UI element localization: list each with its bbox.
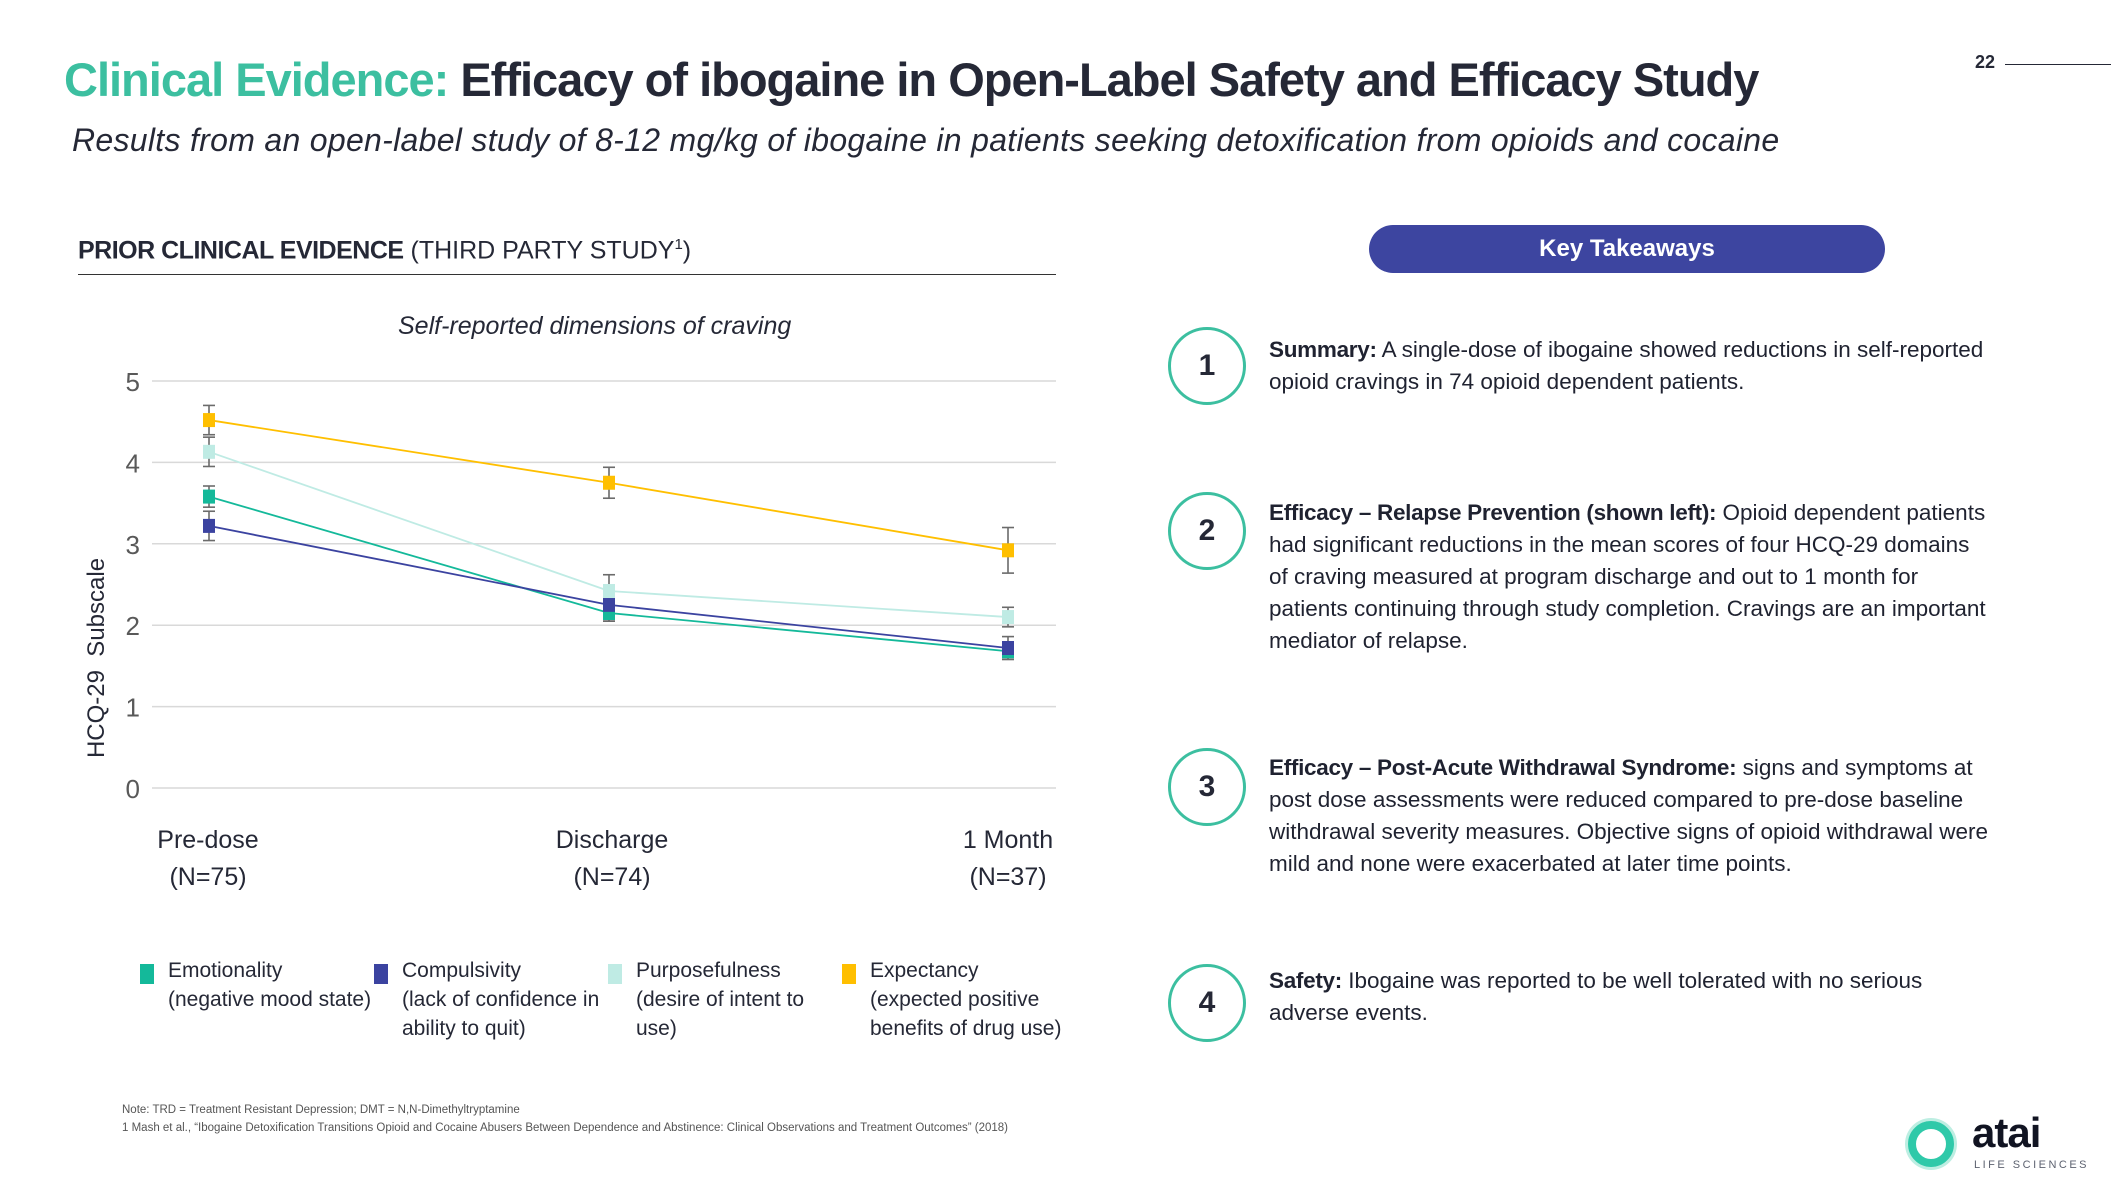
page-subtitle: Results from an open-label study of 8-12… [72,122,1780,158]
logo-wordmark: atai [1972,1109,2041,1156]
error-bars [203,404,1014,661]
data-point-compulsivity [203,518,215,533]
logo-tagline: LIFE SCIENCES [1974,1159,2090,1171]
data-point-expectancy [603,475,615,490]
footnote-note: Note: TRD = Treatment Resistant Depressi… [122,1104,520,1116]
x-tick-label: Pre-dose (N=75) [108,822,308,896]
legend-description: (negative mood state) [168,988,372,1011]
key-takeaways-banner: Key Takeaways [1369,225,1885,273]
x-tick-label: Discharge (N=74) [512,822,712,896]
legend-description: (lack of confidence in ability to quit) [402,988,600,1040]
data-point-expectancy [1002,543,1014,558]
takeaway-heading: Safety: [1269,968,1342,993]
y-tick-label: 2 [126,611,140,641]
y-axis-label: HCQ-29 Subscale [83,558,110,758]
series-markers [203,413,1014,659]
takeaway-body: Opioid dependent patients had significan… [1269,500,1986,653]
x-tick-label-n: (N=74) [573,863,651,891]
page-number-rule [2005,64,2111,65]
footnote-reference: 1 Mash et al., “Ibogaine Detoxification … [122,1122,1008,1134]
takeaway-text: Safety: Ibogaine was reported to be well… [1269,965,1989,1029]
legend-label: Emotionality [168,959,283,982]
takeaway-body: A single-dose of ibogaine showed reducti… [1269,337,1984,394]
data-point-compulsivity [603,597,615,612]
x-tick-label-n: (N=75) [169,863,247,891]
legend-label: Expectancy [870,959,979,982]
data-point-purposefulness [603,584,615,599]
gridlines [152,380,1056,789]
section-heading: PRIOR CLINICAL EVIDENCE (THIRD PARTY STU… [78,236,691,265]
takeaway-number-badge: 4 [1168,964,1246,1042]
footnote-ref: 1 [674,236,683,253]
x-tick-label-name: 1 Month [962,826,1054,854]
takeaway-heading: Summary: [1269,337,1377,362]
legend-description: (desire of intent to use) [636,988,805,1040]
footnotes: Note: TRD = Treatment Resistant Depressi… [122,1101,1008,1137]
takeaway-number-badge: 2 [1168,492,1246,570]
takeaway-text: Efficacy – Relapse Prevention (shown lef… [1269,497,1989,657]
section-heading-close: ) [682,236,692,265]
legend-label: Compulsivity [402,959,522,982]
legend-label: Purposefulness [636,959,781,982]
legend-item-expectancy: Expectancy (expected positive benefits o… [842,956,1070,1043]
title-accent: Clinical Evidence: [64,53,449,106]
x-tick-label: 1 Month (N=37) [908,822,1108,896]
takeaway-number-badge: 3 [1168,748,1246,826]
legend-item-emotionality: Emotionality (negative mood state) [140,956,378,1014]
section-heading-rest: (THIRD PARTY STUDY [403,236,675,265]
x-tick-label-name: Discharge [555,826,669,854]
line-chart: 0 1 2 3 4 5 HCQ-29 Subscale [83,367,1056,804]
takeaway-heading: Efficacy – Relapse Prevention (shown lef… [1269,500,1717,525]
legend-swatch [374,964,388,984]
chart-title: Self-reported dimensions of craving [398,312,792,340]
takeaway-heading: Efficacy – Post-Acute Withdrawal Syndrom… [1269,755,1737,780]
takeaway-text: Efficacy – Post-Acute Withdrawal Syndrom… [1269,752,1989,880]
y-tick-label: 0 [126,774,140,804]
y-tick-label: 4 [126,448,140,478]
title-main: Efficacy of ibogaine in Open-Label Safet… [460,53,1759,106]
x-tick-label-name: Pre-dose [157,826,259,854]
x-tick-label-n: (N=37) [969,863,1047,891]
page-number: 22 [1975,52,1996,72]
takeaway-text: Summary: A single-dose of ibogaine showe… [1269,334,1989,398]
series-line-emotionality [208,495,1009,653]
legend-item-purposefulness: Purposefulness (desire of intent to use) [608,956,836,1043]
legend-description: (expected positive benefits of drug use) [870,988,1062,1040]
legend-swatch [608,964,622,984]
section-heading-bold: PRIOR CLINICAL EVIDENCE [78,236,404,265]
y-tick-labels: 0 1 2 3 4 5 [126,367,140,804]
legend-item-compulsivity: Compulsivity (lack of confidence in abil… [374,956,612,1043]
page-title: Clinical Evidence: Efficacy of ibogaine … [64,52,1759,107]
y-tick-label: 1 [126,693,140,723]
section-divider [78,274,1056,275]
logo-ring-icon [1908,1121,1954,1167]
y-tick-label: 3 [126,530,140,560]
legend-swatch [842,964,856,984]
takeaway-number-badge: 1 [1168,327,1246,405]
data-point-expectancy [203,413,215,428]
company-logo: atai LIFE SCIENCES [1908,1109,2108,1177]
legend-swatch [140,964,154,984]
data-point-compulsivity [1002,640,1014,655]
takeaway-body: Ibogaine was reported to be well tolerat… [1269,968,1923,1025]
data-point-emotionality [203,489,215,504]
takeaway-body: signs and symptoms at post dose assessme… [1269,755,1989,876]
y-tick-label: 5 [126,367,140,397]
data-point-purposefulness [203,444,215,459]
data-point-purposefulness [1002,610,1014,625]
